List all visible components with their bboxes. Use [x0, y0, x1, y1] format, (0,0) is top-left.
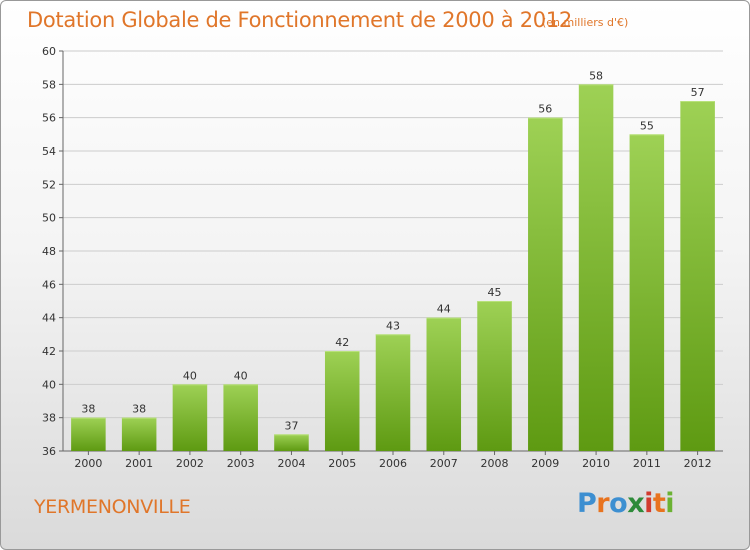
data-label: 58	[589, 69, 603, 82]
data-label: 42	[335, 336, 349, 349]
data-label: 44	[437, 303, 451, 316]
data-label: 40	[234, 369, 248, 382]
y-tick-label: 40	[42, 378, 56, 391]
x-tick-label: 2008	[481, 457, 509, 470]
x-tick-label: 2003	[227, 457, 255, 470]
logo-letter: o	[609, 488, 628, 519]
bar	[629, 134, 665, 452]
labels: 38 38 40 40 37 42 43 44 45 56 58 55 57	[81, 69, 704, 432]
chart-title: Dotation Globale de Fonctionnement de 20…	[27, 8, 572, 32]
bar	[324, 351, 360, 451]
data-label: 45	[488, 286, 502, 299]
y-tick-label: 56	[42, 112, 56, 125]
y-tick-label: 50	[42, 212, 56, 225]
logo-letter: r	[596, 488, 610, 519]
y-tick-label: 44	[42, 312, 56, 325]
bar	[578, 84, 614, 451]
x-tick-label: 2002	[176, 457, 204, 470]
bar	[274, 434, 309, 451]
data-label: 55	[640, 119, 654, 132]
commune-name: YERMENONVILLE	[34, 496, 191, 518]
logo-letter: t	[652, 488, 666, 519]
x-tick-label: 2012	[684, 457, 712, 470]
x-tick-label: 2004	[277, 457, 305, 470]
x-tick-label: 2011	[633, 457, 661, 470]
bar	[172, 384, 208, 451]
y-tick-label: 52	[42, 178, 56, 191]
bar	[121, 417, 157, 451]
x-tick-label: 2007	[430, 457, 458, 470]
proxiti-logo[interactable]: Proxiti	[577, 488, 675, 519]
x-tick-label: 2010	[582, 457, 610, 470]
bar	[680, 101, 715, 451]
bar	[375, 334, 411, 451]
logo-letter: P	[577, 488, 597, 519]
x-tick-label: 2006	[379, 457, 407, 470]
data-label: 56	[538, 103, 552, 116]
logo-letter: i	[665, 488, 675, 519]
bar	[528, 117, 563, 452]
axes: 36 38 40 42 44 46 48 50 52 54 56 58 60 2000 2001 2002 20…	[42, 45, 723, 470]
data-label: 57	[691, 86, 705, 99]
logo-letter: x	[627, 488, 645, 519]
data-label: 37	[284, 419, 298, 432]
data-label: 38	[132, 403, 146, 416]
data-label: 40	[183, 369, 197, 382]
x-tick-label: 2005	[328, 457, 356, 470]
bars	[71, 84, 715, 452]
y-tick-label: 38	[42, 412, 56, 425]
bar	[477, 301, 512, 451]
y-tick-label: 58	[42, 78, 56, 91]
logo-letter: i	[644, 488, 653, 519]
y-tick-label: 60	[42, 45, 56, 58]
bar	[223, 384, 258, 451]
y-tick-label: 46	[42, 278, 56, 291]
unit-label: (en milliers d'€)	[542, 16, 629, 29]
y-tick-label: 36	[42, 445, 56, 458]
x-tick-label: 2009	[531, 457, 559, 470]
y-tick-label: 54	[42, 145, 56, 158]
y-tick-label: 42	[42, 345, 56, 358]
bar	[426, 317, 462, 451]
x-tick-label: 2001	[125, 457, 153, 470]
data-label: 38	[81, 403, 95, 416]
bar	[71, 417, 106, 451]
x-tick-label: 2000	[74, 457, 102, 470]
y-tick-label: 48	[42, 245, 56, 258]
data-label: 43	[386, 319, 400, 332]
